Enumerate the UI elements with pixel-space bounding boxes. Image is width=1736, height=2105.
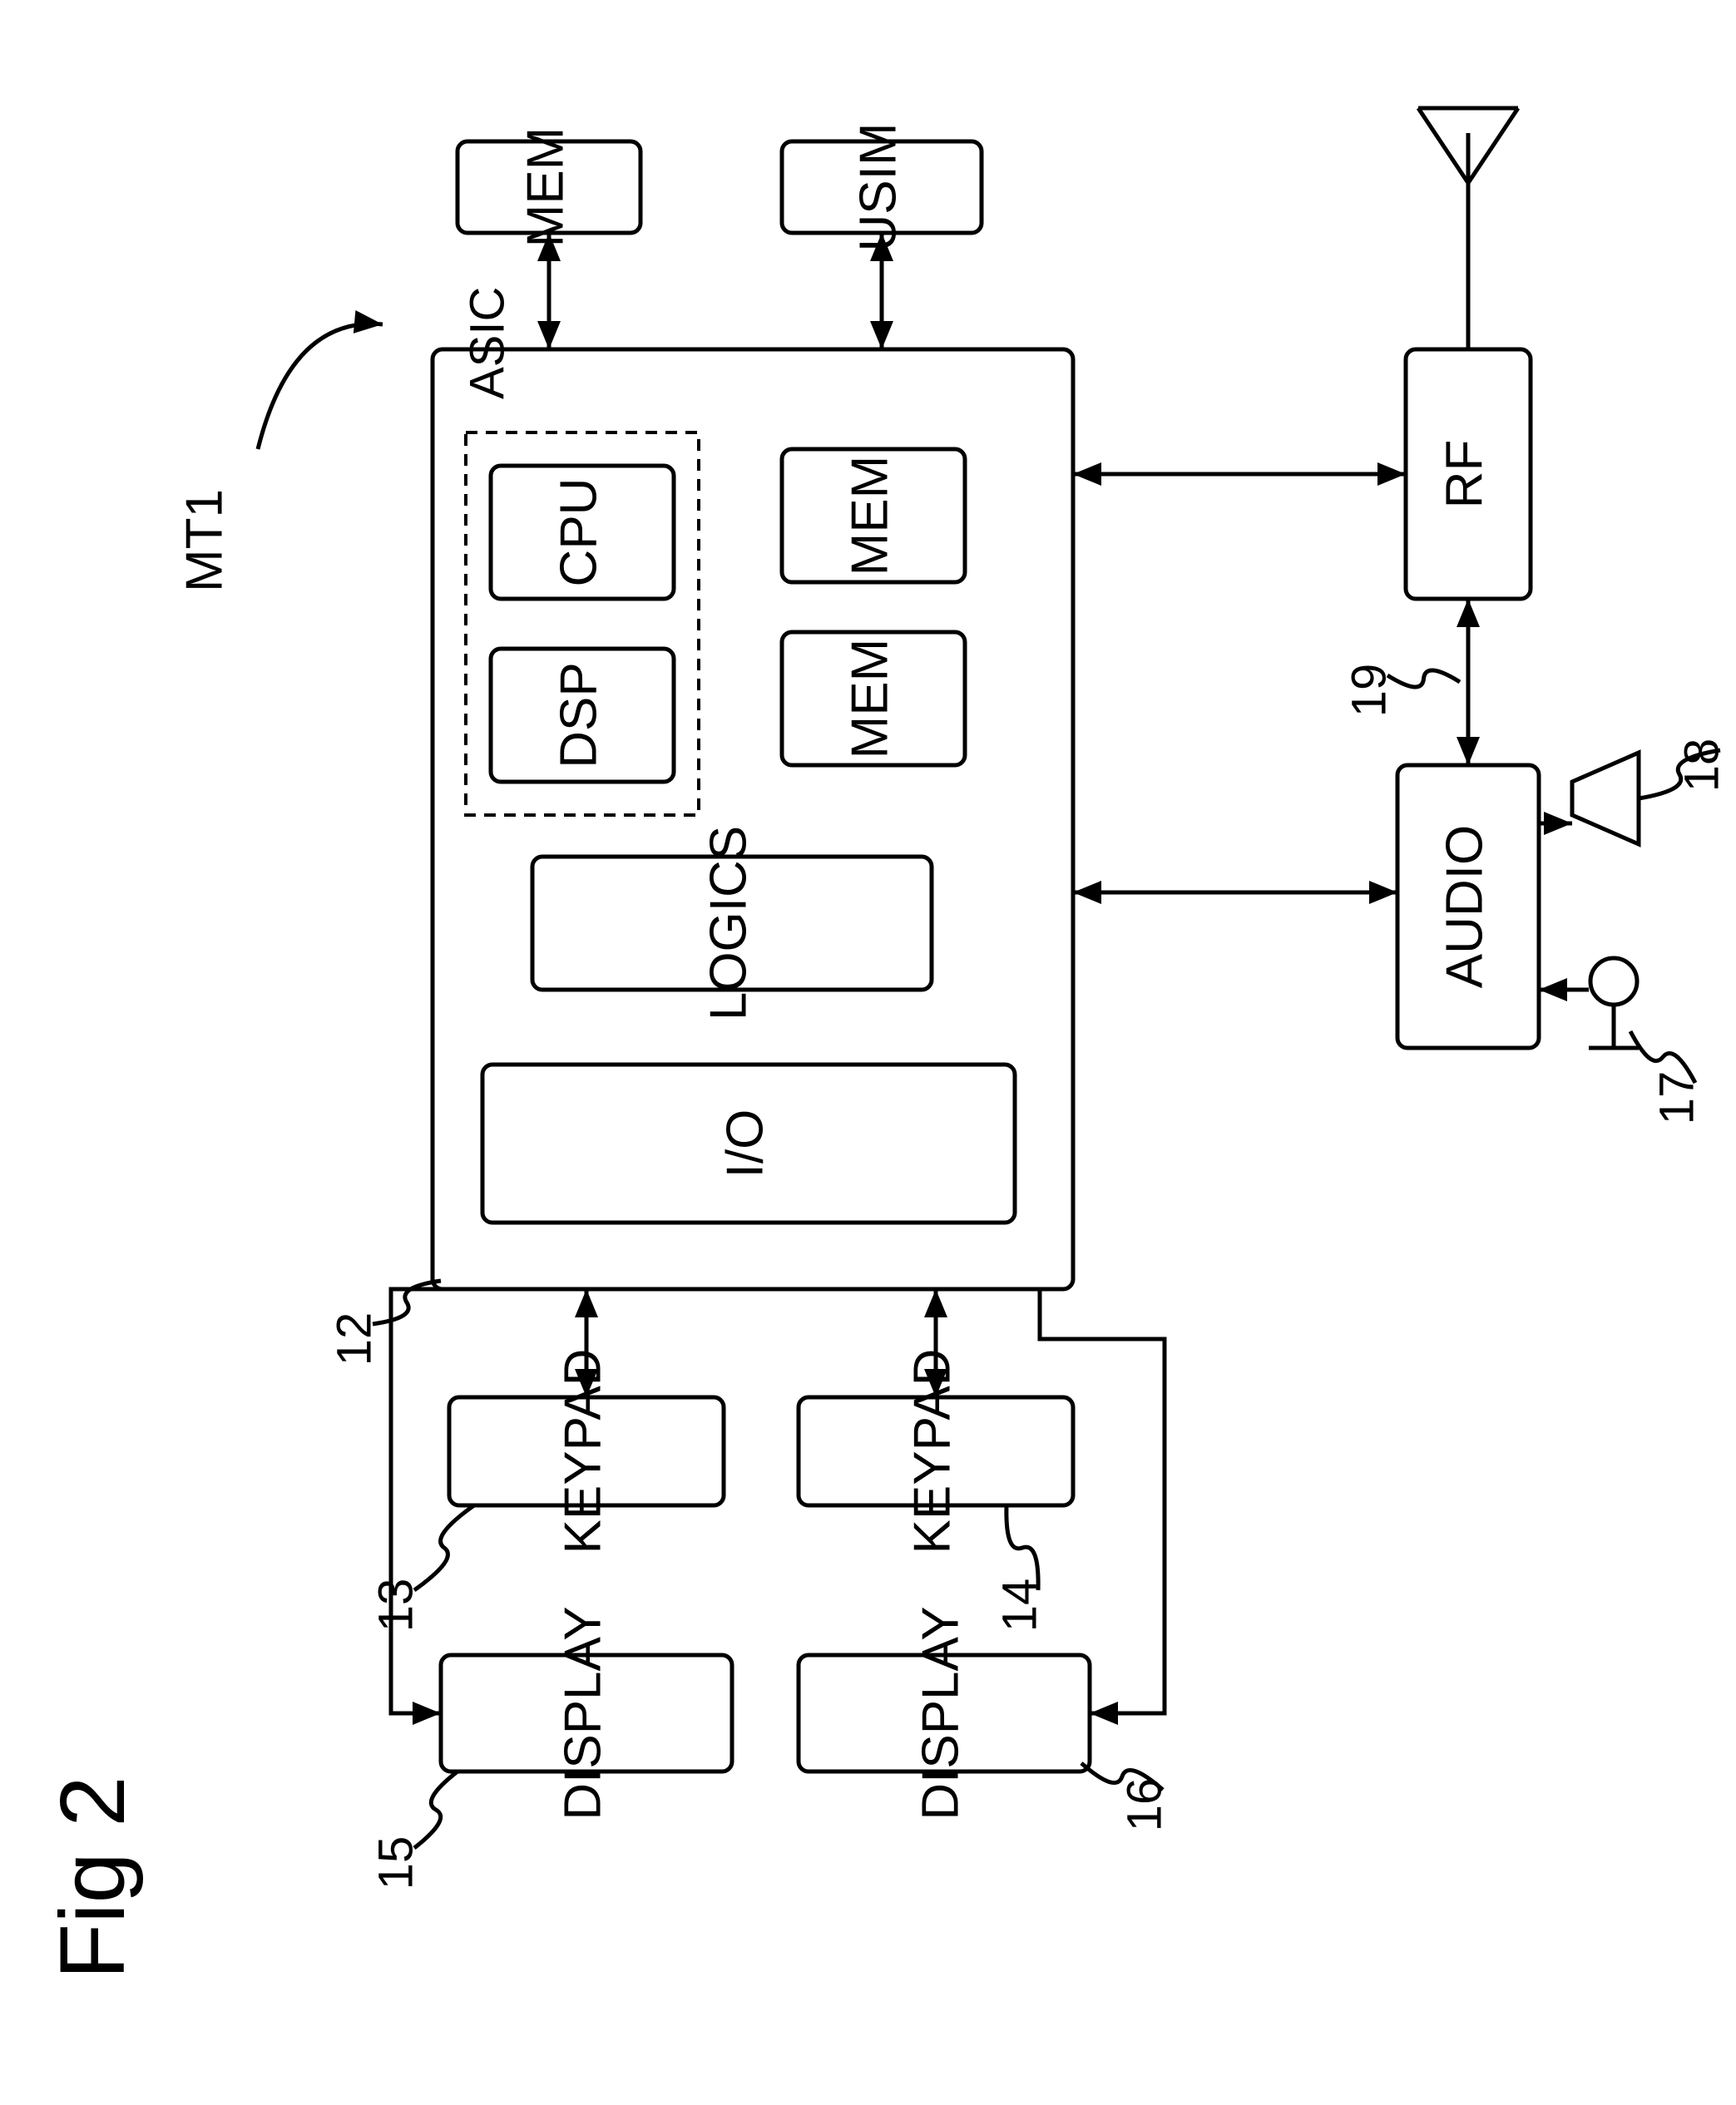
figure-label: Fig 2 <box>42 1776 144 1979</box>
mic-icon <box>1590 958 1637 1005</box>
audio-label: AUDIO <box>1436 825 1493 988</box>
ref-12-tag: 12 <box>327 1312 381 1366</box>
cpu-label: CPU <box>550 478 607 587</box>
logics-label: LOGICS <box>700 826 757 1020</box>
io-label: I/O <box>716 1109 774 1179</box>
ref-14-tag: 14 <box>992 1579 1046 1633</box>
display2-label: DISPLAY <box>912 1606 969 1820</box>
ref-17-tag: 17 <box>1649 1071 1704 1125</box>
ref-14-leader <box>1006 1505 1038 1590</box>
mem1-label: MEM <box>841 456 898 576</box>
display1-label: DISPLAY <box>554 1606 611 1820</box>
mem-ext-label: MEM <box>517 127 574 248</box>
asic-label: ASIC <box>460 287 514 399</box>
usim-label: USIM <box>849 123 907 252</box>
ref-15-tag: 15 <box>368 1836 423 1890</box>
ref-18-tag: 18 <box>1674 739 1729 793</box>
rf-label: RF <box>1436 440 1493 509</box>
mem2-label: MEM <box>841 639 898 759</box>
keypad2-label: KEYPAD <box>903 1349 961 1554</box>
mt1-label: MT1 <box>176 489 233 592</box>
ref-19-tag: 19 <box>1342 664 1396 718</box>
ref-16-tag: 16 <box>1117 1778 1171 1832</box>
ref-13-leader <box>414 1505 474 1590</box>
block-diagram: MEM USIM CPU DSP MEM MEM LOGICS I/O KEYPAD KEYPAD… <box>0 0 1736 2105</box>
speaker-icon <box>1572 753 1639 844</box>
ref-19-leader <box>1387 670 1460 687</box>
dsp-label: DSP <box>550 662 607 768</box>
ref-13-tag: 13 <box>368 1579 423 1633</box>
mt1-pointer <box>258 324 383 449</box>
keypad1-label: KEYPAD <box>554 1349 611 1554</box>
